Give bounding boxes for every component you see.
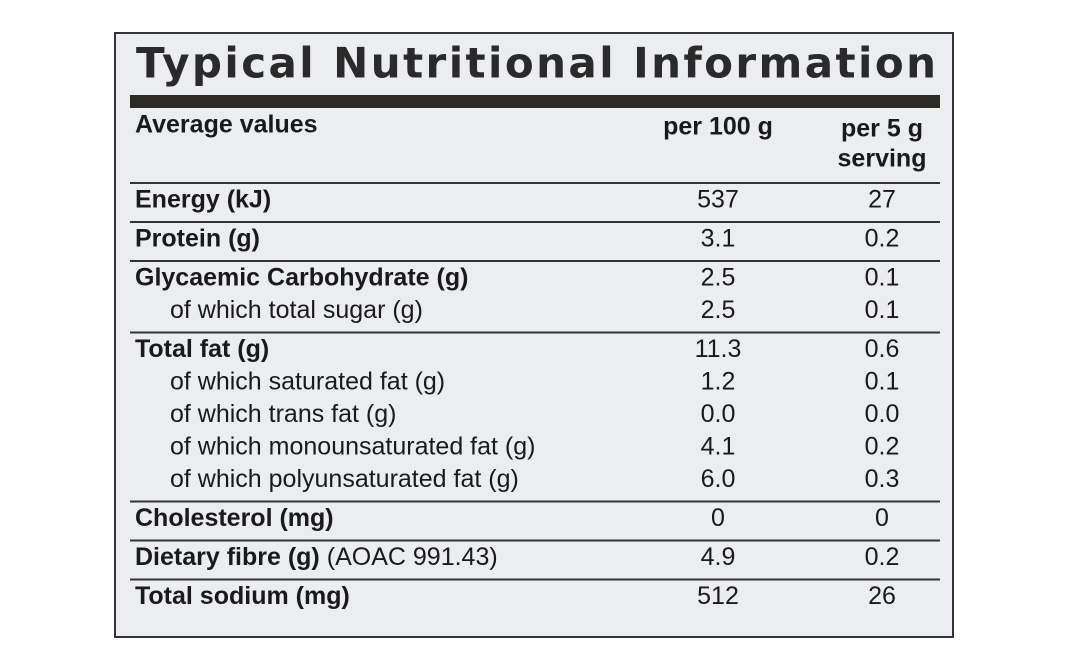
per-100g: 2.5 [701,264,736,292]
per-100g: 4.9 [701,543,736,571]
sub-row-label: of which monounsaturated fat (g) [170,433,535,461]
per-serving: 0.1 [865,296,900,324]
per-serving: 0.2 [865,543,900,571]
row-label: Total fat (g) [135,335,269,363]
per-100g: 4.1 [701,433,736,461]
row-label: Energy (kJ) [135,186,271,214]
header-label: Average values [135,111,318,139]
per-serving: 0.2 [865,225,900,253]
per-100g: 0.0 [701,400,736,428]
row-label: Protein (g) [135,225,260,253]
per-serving: 0.0 [865,400,900,428]
per-100g: 537 [697,186,739,214]
per-100g: 512 [697,582,739,610]
header-per-serving: per 5 g [841,115,923,143]
per-100g: 0 [711,504,725,532]
row-label: Glycaemic Carbohydrate (g) [135,264,468,292]
per-100g: 3.1 [701,225,736,253]
per-serving: 0.2 [865,433,900,461]
per-serving: 0.1 [865,368,900,396]
title-rule [130,95,940,108]
per-100g: 2.5 [701,296,736,324]
header-per-100g: per 100 g [663,113,773,141]
per-serving: 0 [875,504,889,532]
title: Typical Nutritional Information [136,39,936,88]
header-per-serving: serving [838,145,927,173]
per-serving: 0.6 [865,335,900,363]
per-100g: 6.0 [701,465,736,493]
per-serving: 26 [868,582,896,610]
per-serving: 27 [868,186,896,214]
per-serving: 0.1 [865,264,900,292]
row-label: Total sodium (mg) [135,582,350,610]
per-serving: 0.3 [865,465,900,493]
per-100g: 11.3 [695,335,742,363]
sub-row-label: of which trans fat (g) [170,400,396,428]
row-label: Dietary fibre (g) [135,543,320,571]
sub-row-label: of which total sugar (g) [170,296,423,324]
per-100g: 1.2 [701,368,736,396]
sub-row-label: of which polyunsaturated fat (g) [170,465,519,493]
panel [114,32,954,638]
sub-row-label: of which saturated fat (g) [170,368,445,396]
row-note: (AOAC 991.43) [327,543,498,571]
row-label: Cholesterol (mg) [135,504,334,532]
